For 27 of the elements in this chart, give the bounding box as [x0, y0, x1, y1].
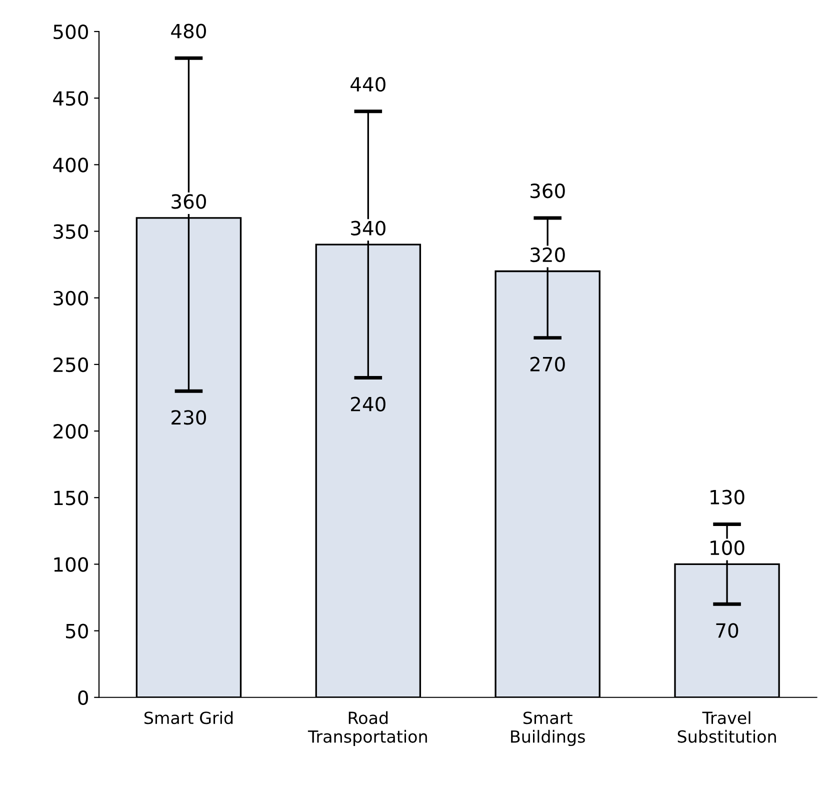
- y-tick-label: 50: [66, 624, 88, 638]
- y-tick-label: 400: [53, 158, 88, 172]
- y-tick-label: 500: [54, 24, 88, 40]
- data-label: 340: [351, 220, 386, 236]
- x-tick-label: Travel Substitution: [678, 711, 776, 743]
- y-tick-label: 250: [54, 357, 88, 372]
- data-label: 360: [172, 194, 206, 209]
- annotation: 70: [716, 623, 738, 638]
- annotation: 360: [530, 184, 565, 198]
- y-tick-label: 300: [54, 290, 88, 306]
- annotation: 230: [172, 410, 206, 425]
- annotation: 240: [351, 396, 386, 412]
- data-label: 320: [530, 247, 565, 262]
- annotation: 130: [710, 490, 744, 505]
- y-tick-label: 150: [54, 490, 88, 506]
- annotation: 440: [350, 76, 386, 92]
- y-tick-label: 0: [78, 690, 88, 706]
- annotation: 480: [171, 24, 206, 38]
- x-tick-label: Smart Buildings: [511, 712, 585, 746]
- y-tick-label: 200: [54, 424, 88, 439]
- y-tick-label: 450: [53, 91, 88, 106]
- x-tick-label: Road Transportation: [308, 711, 427, 746]
- y-tick-label: 100: [54, 557, 88, 572]
- y-tick-label: 350: [54, 224, 88, 239]
- annotation: 270: [530, 356, 565, 372]
- x-tick-label: Smart Grid: [144, 711, 233, 724]
- data-label: 100: [710, 540, 744, 556]
